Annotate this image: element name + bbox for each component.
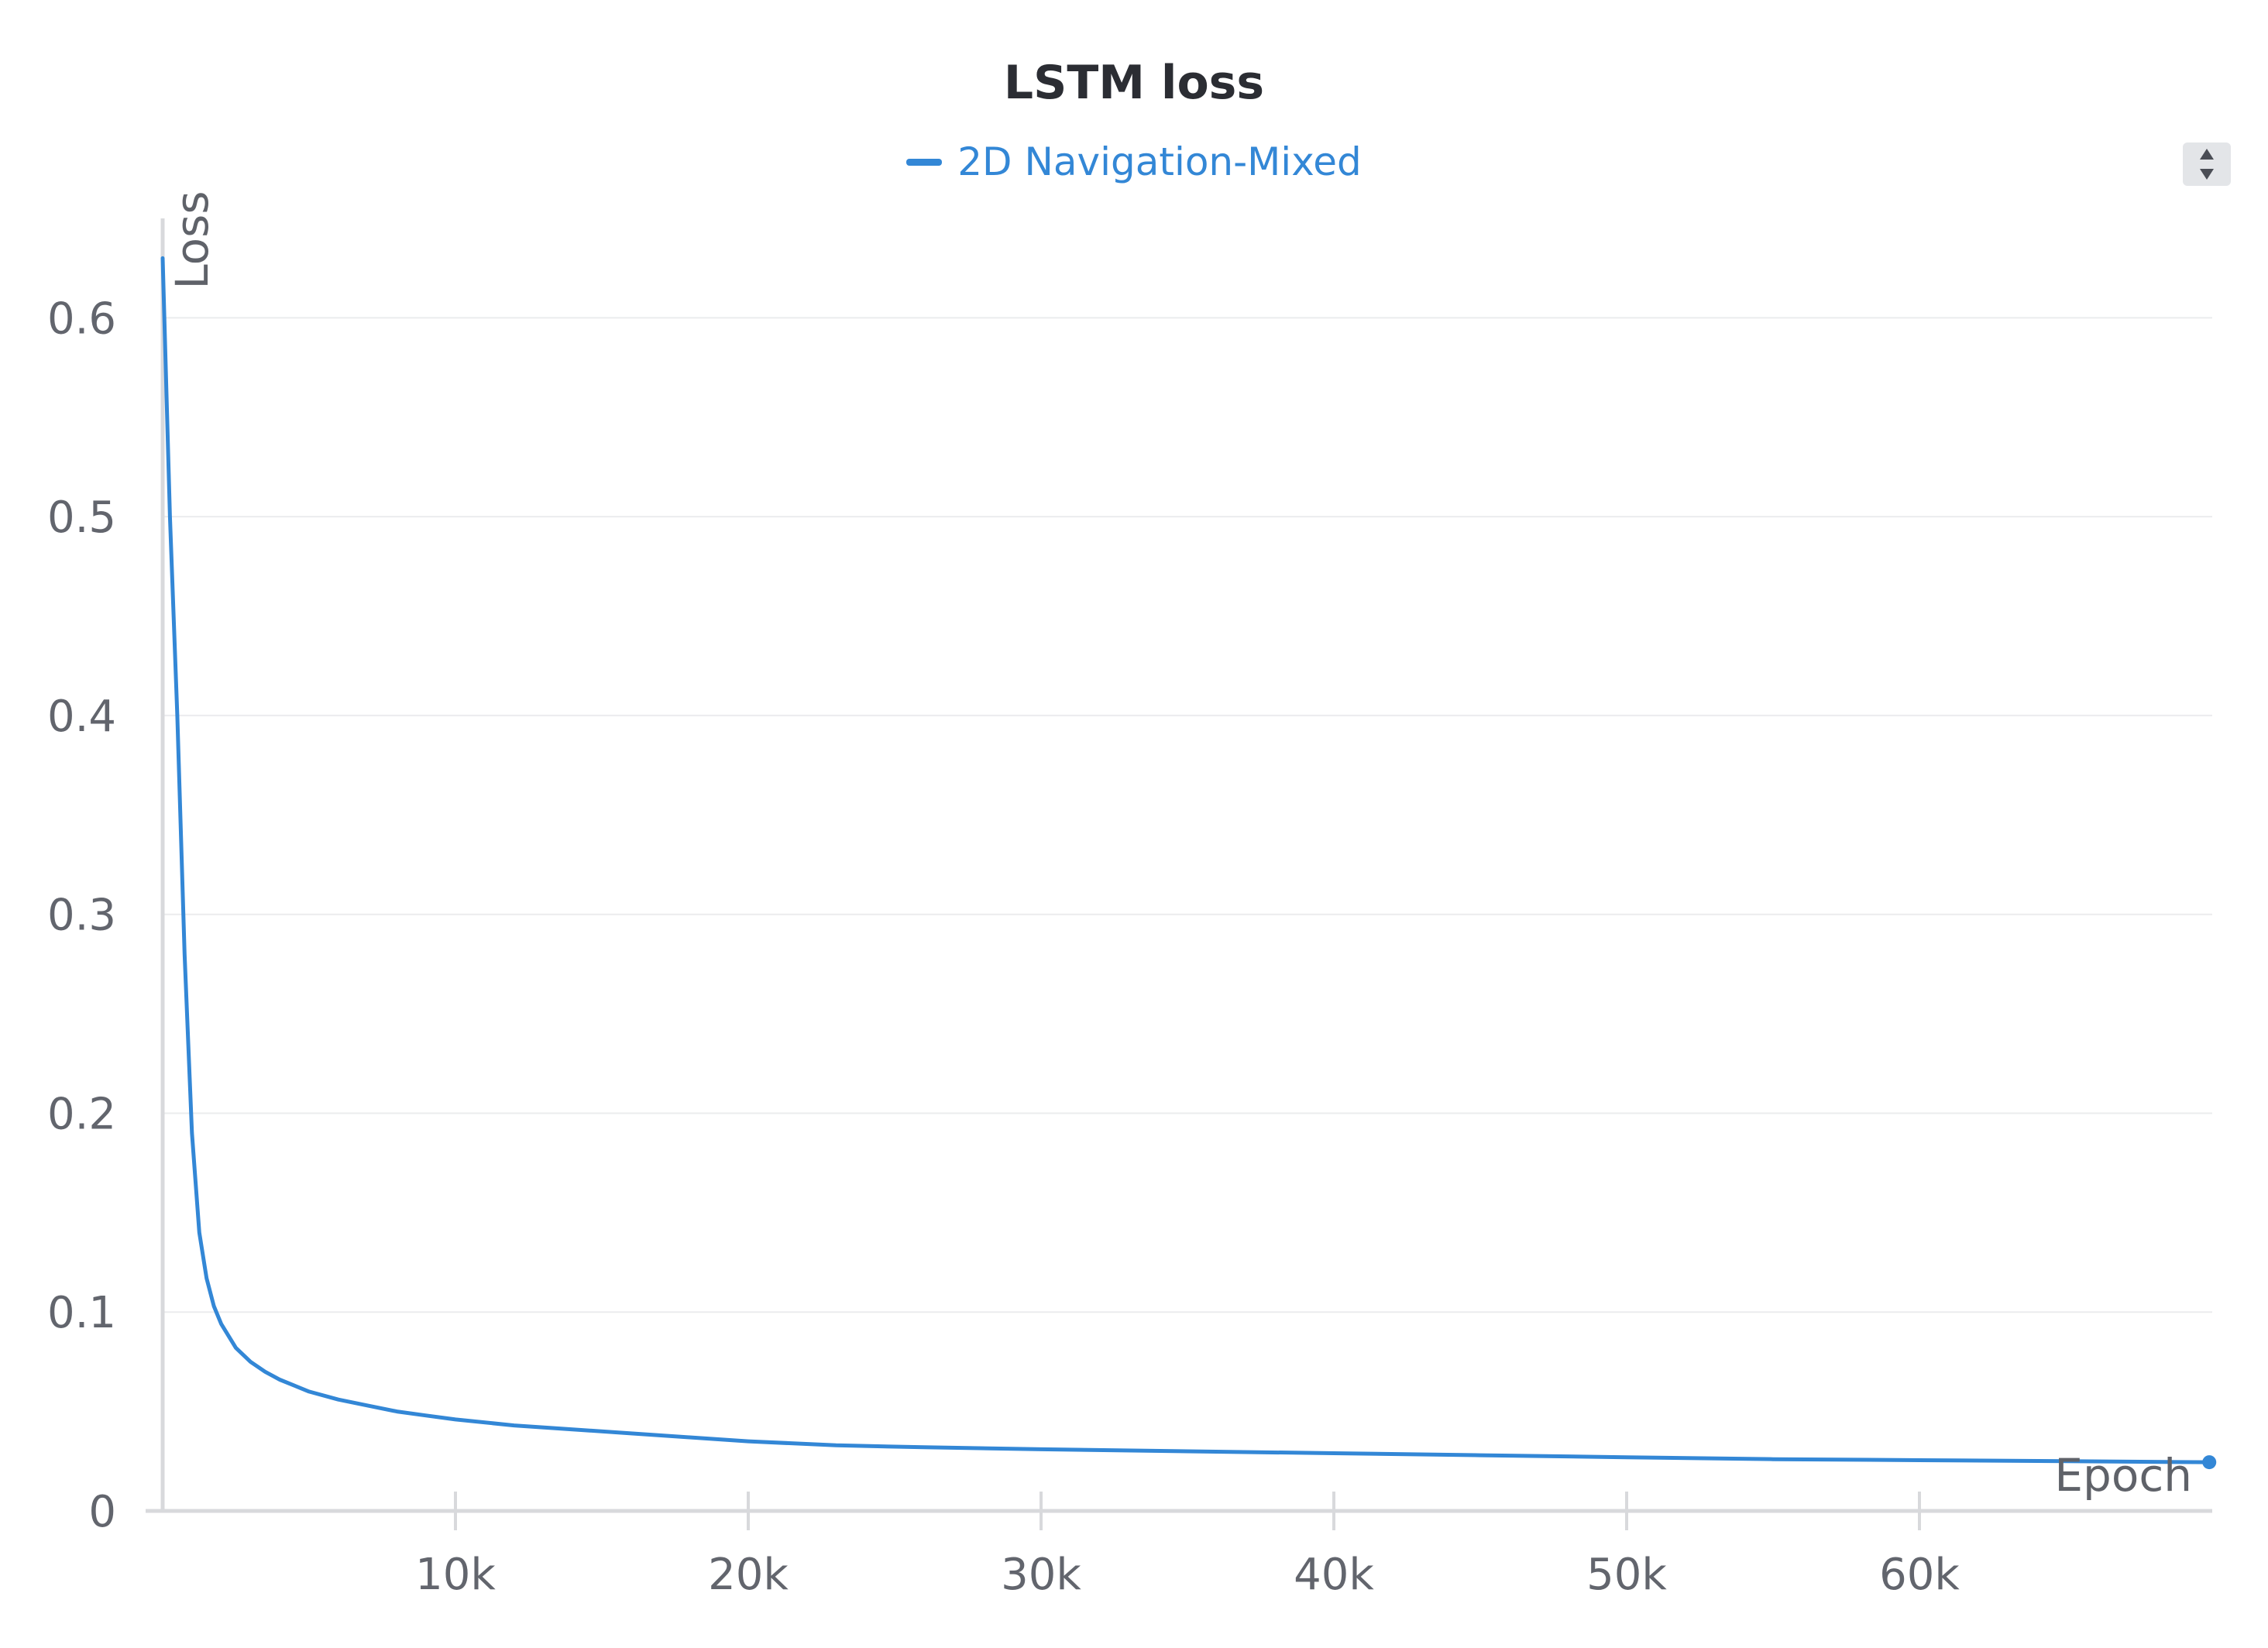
sort-arrows-icon — [2200, 149, 2214, 180]
tick-labels: 0 0.1 0.2 0.3 0.4 0.5 0.6 10k 20k 30k 40k 50k 60k — [47, 294, 1960, 1600]
x-tick-label: 20k — [708, 1550, 789, 1600]
series-layer — [160, 256, 2217, 1470]
x-tick-label: 40k — [1294, 1550, 1374, 1600]
legend-label[interactable]: 2D Navigation-Mixed — [957, 139, 1362, 184]
y-tick-label: 0.1 — [47, 1288, 116, 1338]
x-tick-label: 30k — [1001, 1550, 1081, 1600]
x-tick-label: 60k — [1879, 1550, 1960, 1600]
series-end-point[interactable] — [2202, 1455, 2217, 1470]
y-tick-label: 0 — [88, 1487, 116, 1537]
y-tick-label: 0.2 — [47, 1089, 116, 1139]
gridlines — [163, 317, 2212, 1313]
legend: 2D Navigation-Mixed — [0, 139, 2268, 184]
series-line[interactable] — [160, 256, 2211, 1464]
y-tick-label: 0.6 — [47, 294, 116, 344]
x-tick-label: 10k — [415, 1550, 496, 1600]
axes — [146, 218, 2212, 1530]
legend-scroll-control[interactable] — [2183, 142, 2231, 186]
y-tick-label: 0.5 — [47, 493, 116, 543]
y-tick-label: 0.3 — [47, 891, 116, 941]
y-tick-label: 0.4 — [47, 692, 116, 742]
y-axis-title: Loss — [166, 191, 218, 289]
chart-title: LSTM loss — [1003, 56, 1265, 110]
x-tick-label: 50k — [1586, 1550, 1667, 1600]
x-axis-title: Epoch — [2054, 1449, 2192, 1502]
legend-swatch — [906, 158, 943, 166]
